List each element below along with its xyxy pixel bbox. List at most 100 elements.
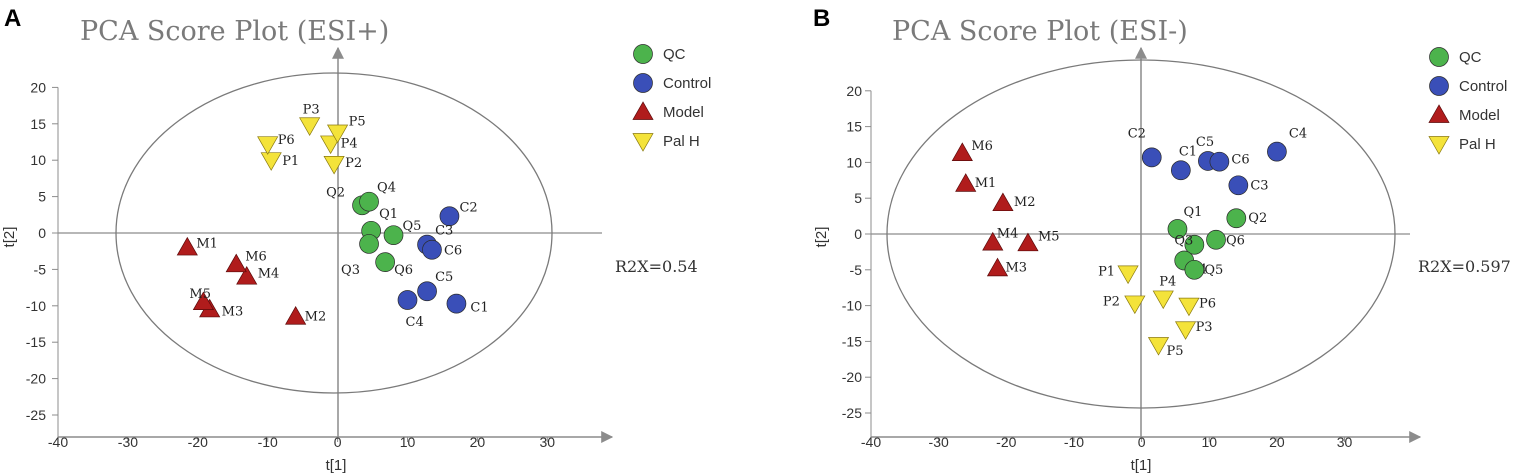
x-tick-label: -10 <box>258 434 278 450</box>
legend-label-model: Model <box>1459 107 1500 124</box>
point-label-m4: M4 <box>258 267 280 282</box>
point-label-m5: M5 <box>189 287 211 302</box>
x-tick-label: -40 <box>861 434 881 450</box>
point-label-p6: P6 <box>1199 297 1216 312</box>
legend-marker-qc <box>633 44 653 64</box>
point-label-c4: C4 <box>1289 127 1307 142</box>
point-label-p2: P2 <box>1103 294 1120 309</box>
x-tick-label: 0 <box>1138 434 1146 450</box>
data-point-m6 <box>225 253 247 273</box>
chart-title: PCA Score Plot (ESI-) <box>892 16 1188 47</box>
data-point-c2 <box>1141 147 1162 168</box>
panel-label: B <box>813 5 830 32</box>
data-point-m4 <box>236 265 258 285</box>
series-control: C1 C2 C3 C4 C5 C6 <box>397 200 489 330</box>
x-tick-label: 0 <box>334 434 342 450</box>
panel-label: A <box>4 5 21 32</box>
y-tick-label: -15 <box>842 333 862 349</box>
data-point-c1 <box>1170 160 1191 181</box>
data-point-m2 <box>285 306 307 325</box>
point-label-c2: C2 <box>459 200 477 215</box>
x-tick-label: 20 <box>1269 434 1285 450</box>
data-point-q1 <box>1167 219 1188 239</box>
y-tick-label: -5 <box>850 262 863 278</box>
point-label-q3: Q3 <box>341 263 360 278</box>
data-point-c1 <box>446 293 467 314</box>
point-label-c3: C3 <box>435 224 453 239</box>
data-point-c4 <box>1267 141 1287 162</box>
data-point-p5 <box>1147 337 1170 356</box>
x-axis-label: t[1] <box>1131 457 1152 474</box>
data-point-c4 <box>397 290 418 310</box>
point-label-m6: M6 <box>971 139 993 154</box>
data-point-c3 <box>1228 175 1249 196</box>
point-label-c6: C6 <box>1231 153 1249 168</box>
x-tick-label: -20 <box>996 434 1016 450</box>
legend-marker-control <box>633 73 653 93</box>
point-label-p4: P4 <box>341 136 358 151</box>
data-point-c5 <box>417 281 437 302</box>
data-point-c6 <box>1209 151 1230 172</box>
data-point-m5 <box>192 291 214 311</box>
data-point-q5 <box>1184 259 1205 280</box>
point-label-m6: M6 <box>245 249 267 264</box>
point-label-p6: P6 <box>278 133 295 148</box>
data-point-p1 <box>1117 265 1139 285</box>
point-label-q4: Q4 <box>377 181 396 196</box>
r2x-annotation: R2X=0.597 <box>1418 257 1511 276</box>
x-tick-label: 10 <box>400 434 416 450</box>
legend-marker-pal-h <box>1428 136 1450 155</box>
point-label-q1: Q1 <box>379 207 398 222</box>
data-point-q3 <box>359 234 379 254</box>
data-point-p4 <box>1152 290 1174 310</box>
point-label-p1: P1 <box>282 154 299 169</box>
y-tick-label: -10 <box>842 298 862 314</box>
x-axis-label: t[1] <box>326 457 347 474</box>
data-point-p5 <box>326 124 349 144</box>
point-label-c3: C3 <box>1250 178 1268 193</box>
point-label-q5: Q5 <box>403 219 422 234</box>
legend-marker-control <box>1429 76 1449 96</box>
point-label-c6: C6 <box>444 244 462 259</box>
data-point-q4 <box>359 191 379 212</box>
y-tick-label: 15 <box>846 119 862 135</box>
y-axis-label: t[2] <box>813 227 830 248</box>
y-tick-label: -25 <box>26 407 46 423</box>
y-tick-label: 10 <box>30 152 46 168</box>
data-point-m1 <box>176 236 198 256</box>
y-axis-label: t[2] <box>1 227 18 248</box>
point-label-c4: C4 <box>406 315 424 330</box>
point-label-m4: M4 <box>997 227 1019 242</box>
data-point-c6 <box>422 239 442 260</box>
point-label-q6: Q6 <box>394 263 413 278</box>
point-label-m2: M2 <box>1014 195 1036 210</box>
point-label-p3: P3 <box>1196 320 1213 335</box>
series-control: C1 C2 C3 C4 C5 C6 <box>1128 126 1307 196</box>
point-label-c5: C5 <box>435 270 453 285</box>
legend-label-model: Model <box>663 104 704 121</box>
point-label-m1: M1 <box>196 237 218 252</box>
point-label-p3: P3 <box>303 102 320 117</box>
y-tick-label: -20 <box>26 371 46 387</box>
data-point-p3 <box>1174 321 1197 340</box>
x-tick-label: -30 <box>929 434 949 450</box>
data-point-q2 <box>1226 208 1247 229</box>
data-point-m1 <box>955 173 977 192</box>
series-qc: Q1 Q2 Q3 Q4 Q5 Q6 <box>326 181 421 278</box>
point-label-m5: M5 <box>1038 229 1060 244</box>
point-label-p5: P5 <box>349 115 366 130</box>
x-tick-label: -20 <box>188 434 208 450</box>
point-label-q2: Q2 <box>326 185 345 200</box>
point-label-c1: C1 <box>470 301 488 316</box>
x-tick-label: 30 <box>1337 434 1353 450</box>
data-point-p2 <box>323 155 345 175</box>
y-tick-label: 5 <box>38 189 46 205</box>
legend-label-qc: QC <box>1459 49 1482 66</box>
x-tick-label: 30 <box>540 434 556 450</box>
r2x-annotation: R2X=0.54 <box>615 257 698 276</box>
series-pal-h: P1 P2 P3 P4 P5 P6 <box>257 102 366 175</box>
point-label-p1: P1 <box>1098 264 1115 279</box>
data-point-p6 <box>1178 297 1200 317</box>
